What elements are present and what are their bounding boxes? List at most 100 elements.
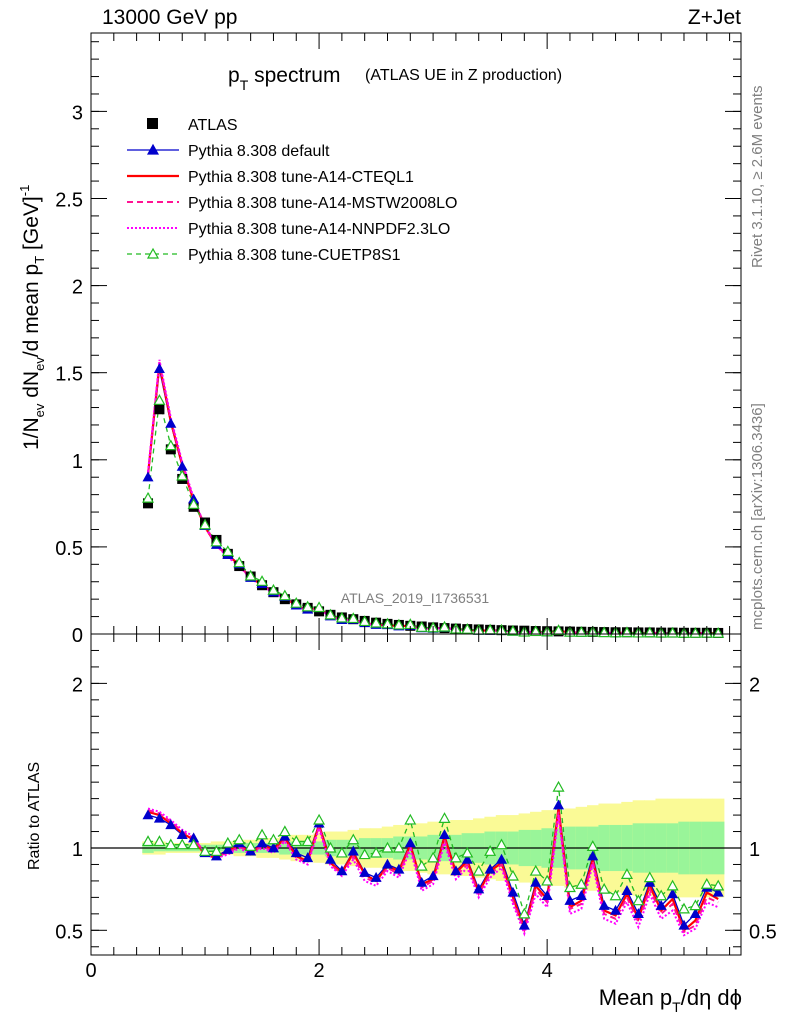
ratio-marker-default [553, 799, 565, 810]
ratio-marker-cuetp8s1 [415, 859, 428, 871]
ylabel-main: 1/N [20, 417, 43, 450]
mcplots-label: mcplots.cern.ch [arXiv:1306.3436] [749, 403, 766, 630]
ratio-marker-cuetp8s1 [370, 846, 383, 858]
ratio-marker-default [370, 871, 382, 882]
ylabel-sub1: ev [32, 403, 47, 417]
legend: ATLAS Pythia 8.308 default Pythia 8.308 tu… [127, 117, 457, 264]
ratio-marker-cuetp8s1 [278, 825, 291, 837]
chart-title: pT spectrum [228, 64, 340, 93]
ratio-marker-cuetp8s1 [677, 902, 691, 914]
ylabel-sub3: T [32, 256, 47, 264]
ylabel-end: [GeV] [20, 196, 43, 256]
ratio-marker-cuetp8s1 [700, 877, 713, 889]
ratio-marker-cuetp8s1 [598, 882, 611, 894]
ratio-marker-default [427, 870, 439, 881]
ratio-marker-cuetp8s1 [324, 841, 337, 853]
process-label: Z+Jet [688, 6, 741, 29]
ratio-marker-cuetp8s1 [141, 835, 155, 847]
ratio-marker-cuetp8s1 [290, 835, 303, 847]
legend-label: Pythia 8.308 tune-A14-MSTW2008LO [188, 195, 457, 212]
atlas-point [154, 404, 165, 415]
ratio-marker-cuetp8s1 [301, 835, 314, 847]
ratio-marker-default [381, 858, 394, 869]
ylabel-sup: -1 [17, 185, 32, 197]
ratio-marker-cuetp8s1 [347, 833, 360, 845]
main-marker-cuetp8s1 [666, 626, 679, 638]
main-marker-cuetp8s1 [141, 491, 155, 503]
ratio-marker-cuetp8s1 [518, 907, 531, 919]
ratio-tick-label-right: 2 [749, 674, 760, 696]
ratio-marker-cuetp8s1 [210, 845, 223, 856]
ratio-marker-cuetp8s1 [358, 848, 371, 860]
ratio-marker-default [621, 885, 633, 896]
ratio-line-nnpdf [147, 807, 719, 937]
ratio-marker-default [267, 842, 279, 853]
ratio-marker-default [165, 819, 177, 830]
main-marker-cuetp8s1 [267, 583, 280, 595]
ratio-marker-cuetp8s1 [586, 840, 599, 851]
y-tick-label: 0.5 [55, 538, 83, 560]
ratio-marker-cuetp8s1 [632, 894, 645, 906]
ratio-marker-cuetp8s1 [609, 889, 622, 901]
ratio-marker-default [484, 863, 496, 874]
ratio-marker-cuetp8s1 [666, 879, 679, 891]
ratio-marker-default [461, 853, 473, 864]
ratio-marker-cuetp8s1 [552, 780, 565, 792]
ratio-marker-cuetp8s1 [381, 841, 394, 853]
main-marker-cuetp8s1 [301, 600, 314, 612]
ratio-marker-default [632, 908, 644, 919]
ratio-marker-cuetp8s1 [335, 846, 348, 858]
main-marker-cuetp8s1 [244, 569, 257, 581]
title-sub: T [240, 77, 249, 93]
ratio-marker-cuetp8s1 [495, 838, 508, 850]
main-marker-cuetp8s1 [438, 620, 451, 632]
ratio-marker-cuetp8s1 [575, 877, 588, 889]
ratio-marker-cuetp8s1 [187, 838, 200, 850]
x-tick-label: 2 [314, 960, 325, 982]
ratio-marker-cuetp8s1 [655, 889, 668, 901]
main-marker-default [153, 363, 165, 374]
ratio-marker-default [598, 899, 610, 910]
main-marker-cuetp8s1 [335, 611, 348, 623]
main-marker-default [176, 460, 188, 471]
ratio-marker-default [507, 886, 519, 897]
legend-marker-atlas [147, 118, 158, 129]
ratio-axes: 0 2 4 0.5 0.5 1 1 2 2 [55, 634, 777, 982]
ratio-panel: 0 2 4 0.5 0.5 1 1 2 2 [55, 633, 777, 982]
title-note: (ATLAS UE in Z production) [365, 67, 562, 84]
ratio-marker-default [302, 852, 314, 863]
ratio-marker-cuetp8s1 [176, 838, 189, 850]
ratio-marker-default [610, 904, 622, 915]
ratio-marker-default [689, 908, 701, 919]
main-marker-default [165, 417, 177, 428]
main-marker-cuetp8s1 [358, 615, 371, 627]
ratio-marker-cuetp8s1 [427, 851, 440, 863]
ratio-marker-cuetp8s1 [712, 879, 725, 891]
rivet-label: Rivet 3.1.10, ≥ 2.6M events [749, 86, 766, 269]
legend-marker-triangle [146, 143, 160, 155]
y-tick-label: 1.5 [55, 364, 83, 386]
ratio-marker-default [473, 883, 485, 894]
title-rest: spectrum [248, 64, 340, 87]
y-axis-label: 1/Nev dNev/d mean pT [GeV]-1 [17, 185, 47, 450]
main-marker-cuetp8s1 [712, 626, 725, 638]
ratio-marker-cuetp8s1 [506, 869, 519, 881]
ratio-marker-default [416, 876, 428, 887]
ratio-marker-cuetp8s1 [267, 833, 280, 845]
main-marker-cuetp8s1 [370, 616, 383, 628]
main-panel: 0 0.5 1 1.5 2 2.5 3 pT spectrum (ATLAS UE in Z… [55, 32, 742, 647]
ylabel-mid2: /d mean p [20, 264, 43, 357]
ratio-marker-cuetp8s1 [199, 845, 212, 856]
ratio-tick-label-right: 1 [749, 839, 760, 861]
main-marker-cuetp8s1 [324, 608, 337, 620]
ratio-marker-default [655, 899, 667, 910]
ratio-marker-cuetp8s1 [472, 864, 485, 876]
xlabel-main: Mean p [599, 985, 672, 1010]
ratio-marker-default [530, 876, 542, 887]
ratio-marker-cuetp8s1 [620, 868, 633, 879]
main-marker-cuetp8s1 [506, 624, 519, 636]
main-marker-cuetp8s1 [187, 498, 200, 509]
ratio-marker-default [324, 853, 336, 864]
ratio-tick-label-right: 0.5 [749, 921, 777, 943]
ratio-marker-cuetp8s1 [164, 838, 177, 850]
